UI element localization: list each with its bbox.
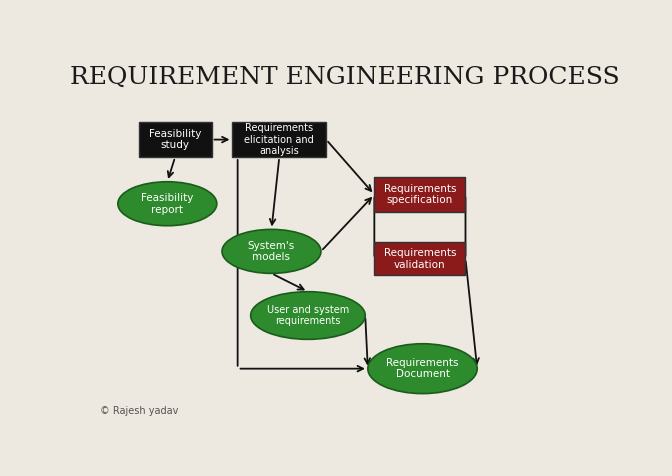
Text: User and system
requirements: User and system requirements	[267, 305, 349, 327]
FancyBboxPatch shape	[138, 122, 212, 157]
Text: Feasibility
study: Feasibility study	[149, 129, 202, 150]
Text: © Rajesh yadav: © Rajesh yadav	[99, 407, 178, 416]
Text: Requirements
validation: Requirements validation	[384, 248, 456, 269]
Ellipse shape	[251, 292, 366, 339]
Text: Requirements
elicitation and
analysis: Requirements elicitation and analysis	[245, 123, 314, 156]
Ellipse shape	[118, 182, 217, 226]
Text: Feasibility
report: Feasibility report	[141, 193, 194, 215]
Text: System's
models: System's models	[248, 240, 295, 262]
FancyBboxPatch shape	[374, 177, 466, 212]
FancyBboxPatch shape	[374, 242, 466, 275]
FancyBboxPatch shape	[233, 122, 326, 157]
Text: REQUIREMENT ENGINEERING PROCESS: REQUIREMENT ENGINEERING PROCESS	[69, 66, 620, 89]
Text: Requirements
Document: Requirements Document	[386, 358, 459, 379]
Ellipse shape	[222, 229, 321, 273]
Ellipse shape	[368, 344, 477, 394]
Text: Requirements
specification: Requirements specification	[384, 184, 456, 205]
